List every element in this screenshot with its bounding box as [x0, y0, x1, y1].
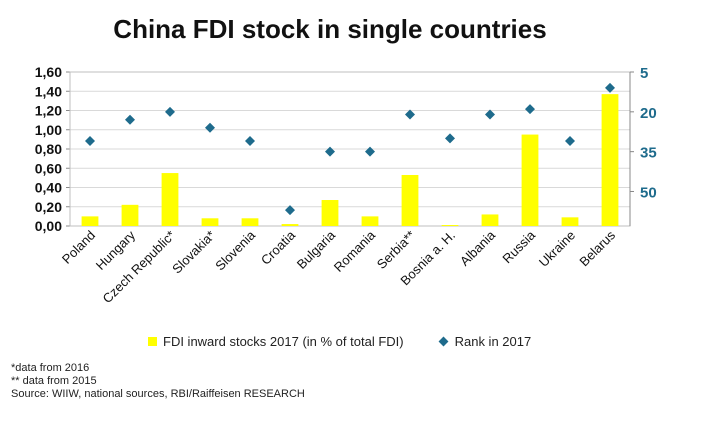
legend-item-bars: FDI inward stocks 2017 (in % of total FD…	[148, 334, 404, 349]
y-left-tick-label: 1,60	[35, 64, 62, 80]
footnote-2015: ** data from 2015	[11, 375, 97, 387]
y-left-tick-label: 1,20	[35, 103, 62, 119]
bar	[241, 218, 259, 226]
y-left-tick-label: 0,80	[35, 141, 62, 157]
bar	[81, 216, 99, 226]
bar	[441, 225, 459, 226]
footnotes: *data from 2016 ** data from 2015 Source…	[11, 362, 305, 401]
x-category-label: Slovenia	[212, 227, 258, 273]
rank-marker	[605, 82, 615, 93]
rank-marker	[285, 205, 295, 216]
x-category-label: Belarus	[576, 227, 618, 269]
chart-title: China FDI stock in single countries	[113, 14, 547, 44]
bar	[601, 94, 619, 226]
rank-marker	[525, 104, 535, 115]
bar	[161, 173, 179, 226]
source-note: Source: WIIW, national sources, RBI/Raif…	[11, 388, 305, 400]
rank-marker	[365, 146, 375, 157]
rank-marker	[85, 136, 95, 147]
x-category-label: Albania	[457, 227, 499, 269]
bar	[281, 224, 299, 226]
footnote-2016: *data from 2016	[11, 362, 90, 374]
bar	[321, 200, 339, 226]
legend-rank-label: Rank in 2017	[454, 334, 532, 349]
x-category-label: Croatia	[258, 227, 299, 268]
y-left-tick-label: 1,00	[35, 122, 62, 138]
chart-canvas: 0,00 0,20 0,40 0,60 0,80 1,00 1,20 1,40 1,60 5 20 3…	[35, 64, 657, 307]
rank-marker	[165, 106, 175, 117]
y-left-tick-label: 0,20	[35, 199, 62, 215]
bar	[401, 174, 419, 226]
rank-marker	[485, 109, 495, 120]
y-right-tick-label: 35	[640, 145, 657, 162]
y-left-tick-label: 0,00	[35, 218, 62, 234]
y-right-tick-label: 50	[640, 184, 657, 201]
rank-marker	[245, 136, 255, 147]
bar	[201, 218, 219, 226]
x-category-label: Czech Republic*	[100, 228, 179, 307]
y-right-tick-label: 5	[640, 65, 648, 82]
rank-marker	[445, 133, 455, 144]
legend-bar-label: FDI inward stocks 2017 (in % of total FD…	[163, 334, 404, 349]
rank-marker	[565, 136, 575, 147]
bar	[561, 217, 579, 226]
legend: FDI inward stocks 2017 (in % of total FD…	[148, 334, 567, 349]
bar	[361, 216, 379, 226]
y-right-tick-label: 20	[640, 105, 657, 122]
x-category-label: Poland	[59, 228, 98, 267]
y-left-tick-label: 1,40	[35, 83, 62, 99]
rank-marker	[405, 109, 415, 120]
bar	[121, 204, 139, 226]
x-category-label: Russia	[499, 227, 538, 266]
legend-diamond-swatch	[438, 336, 449, 347]
x-category-label: Ukraine	[536, 228, 578, 270]
y-left-tick-label: 0,60	[35, 160, 62, 176]
bar	[521, 134, 539, 226]
legend-item-rank: Rank in 2017	[438, 334, 532, 349]
legend-bar-swatch	[148, 337, 157, 346]
rank-marker	[205, 122, 215, 133]
x-category-label: Romania	[331, 227, 379, 275]
y-left-tick-label: 0,40	[35, 180, 62, 196]
rank-marker	[125, 114, 135, 125]
rank-marker	[325, 146, 335, 157]
x-category-label: Slovakia*	[169, 228, 218, 277]
bar	[481, 214, 499, 226]
